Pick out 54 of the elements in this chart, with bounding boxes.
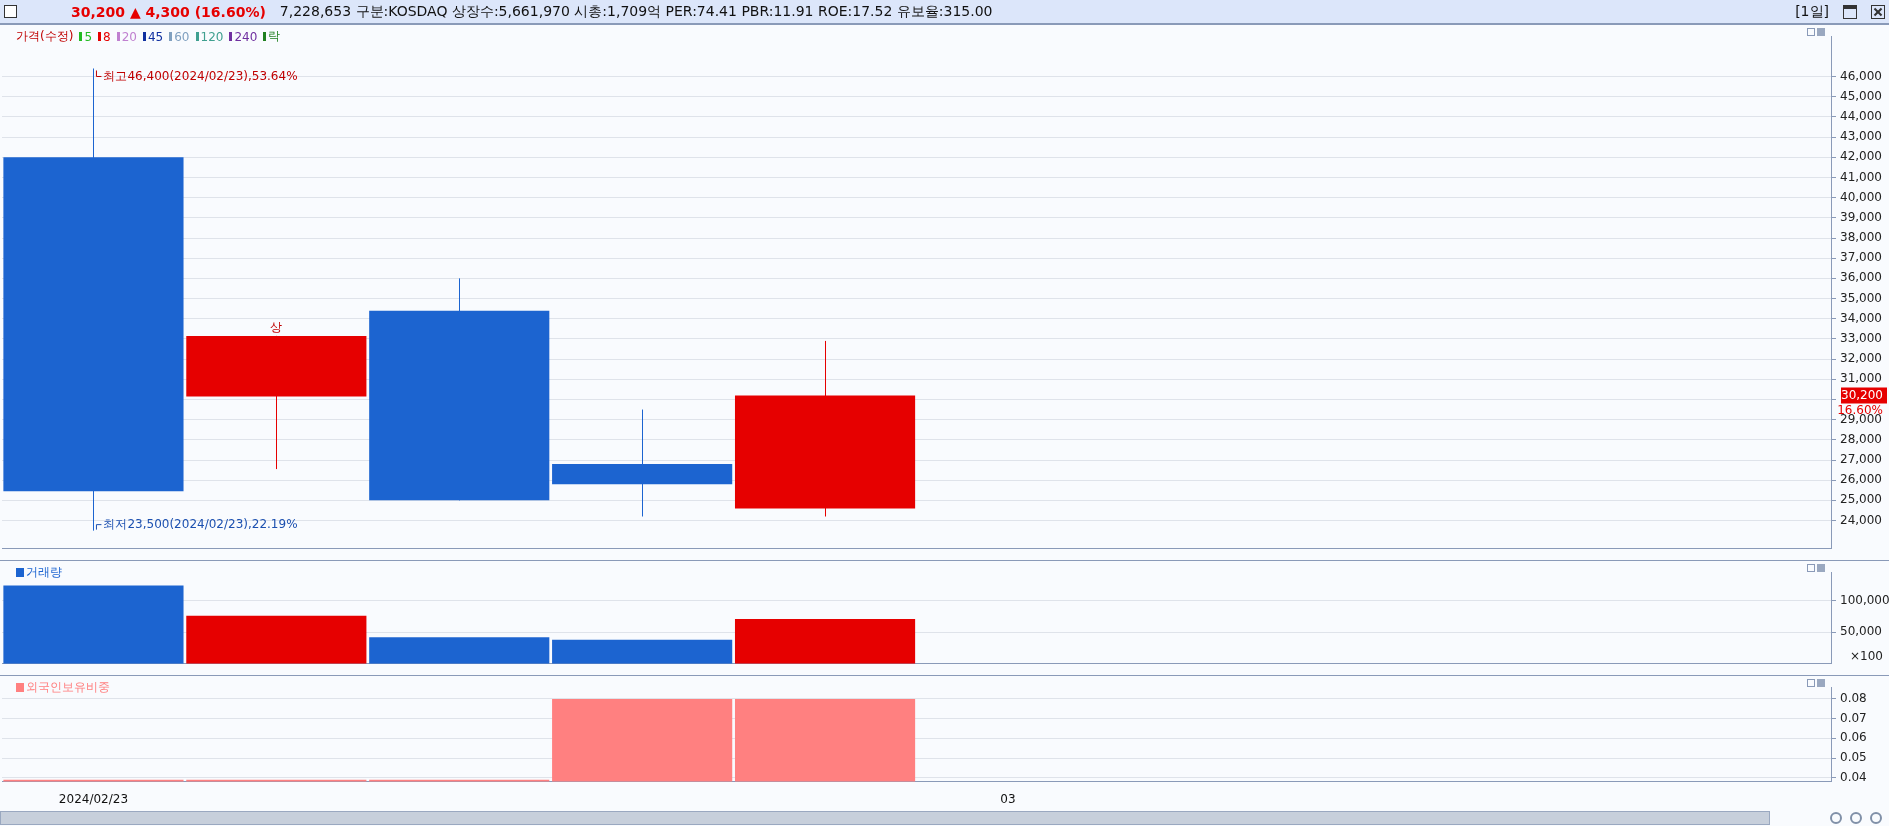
legend-label: 5: [84, 29, 93, 44]
y-tick-label: 0.07: [1840, 710, 1867, 725]
y-tick-label: 28,000: [1840, 431, 1882, 446]
y-tick-label: 44,000: [1840, 109, 1882, 124]
legend-label: 60: [174, 29, 190, 44]
y-tick-label: 33,000: [1840, 331, 1882, 346]
y-tick-label: 45,000: [1840, 88, 1882, 103]
y-tick-label: 32,000: [1840, 351, 1882, 366]
y-tick-label: 43,000: [1840, 129, 1882, 144]
y-tick-label: 0.05: [1840, 750, 1867, 765]
y-tick-label: 38,000: [1840, 230, 1882, 245]
legend-label: 45: [147, 29, 164, 44]
y-tick-label: 100,000: [1840, 592, 1889, 607]
legend-label: 거래량: [26, 564, 62, 581]
y-tick-label: 39,000: [1840, 209, 1882, 224]
y-tick-label: 37,000: [1840, 250, 1882, 265]
legend-label: 외국인보유비중: [26, 679, 110, 696]
bar: [3, 585, 184, 664]
y-tick-label: 41,000: [1840, 169, 1882, 184]
y-tick-label: 0.06: [1840, 730, 1867, 745]
y-tick-label: 25,000: [1840, 492, 1882, 507]
y-tick-label: 0.04: [1840, 769, 1867, 784]
text: [1일]: [1795, 2, 1829, 21]
chart-subtitle: 7,228,653 구분:KOSDAQ 상장수:5,661,970 시총:1,709억 PER:74.41 PBR:11.91 ROE:17.52 유보율:315.00: [279, 2, 993, 21]
y-tick-label: 35,000: [1840, 290, 1882, 305]
y-tick-label: 34,000: [1840, 310, 1882, 325]
y-tick-label: 42,000: [1840, 149, 1882, 164]
bar: [734, 618, 916, 664]
y-tick-label: 31,000: [1840, 371, 1882, 386]
y-tick-label: 50,000: [1840, 624, 1882, 639]
y-tick-label: 0.08: [1840, 691, 1867, 706]
bar: [369, 637, 550, 664]
y-tick-label: 40,000: [1840, 189, 1882, 204]
y-axis-title: ×100: [1850, 648, 1883, 663]
legend-label: 240: [234, 29, 258, 44]
y-tick-label: 24,000: [1840, 512, 1882, 527]
y-tick-label: 36,000: [1840, 270, 1882, 285]
y-tick-label: 46,000: [1840, 68, 1882, 83]
chart-title: 30,200 ▲ 4,300 (16.60%): [71, 3, 266, 20]
text: 30,200: [1841, 387, 1883, 402]
legend-label: 락: [268, 28, 281, 45]
annotation: 최저23,500(2024/02/23),22.19%: [103, 516, 298, 531]
x-tick-label: 2024/02/23: [58, 791, 129, 806]
bar: [552, 639, 733, 664]
y-tick-label: 26,000: [1840, 472, 1882, 487]
bar: [186, 615, 367, 664]
legend-label: 120: [200, 29, 224, 44]
legend-title: 가격(수정): [16, 28, 74, 45]
annotation: 최고46,400(2024/02/23),53.64%: [103, 68, 298, 83]
y-tick-label: 27,000: [1840, 452, 1882, 467]
legend-label: 20: [121, 29, 137, 44]
x-tick-label: 03: [1000, 791, 1016, 806]
annotation: 상: [270, 320, 283, 335]
legend-label: 8: [103, 29, 111, 44]
